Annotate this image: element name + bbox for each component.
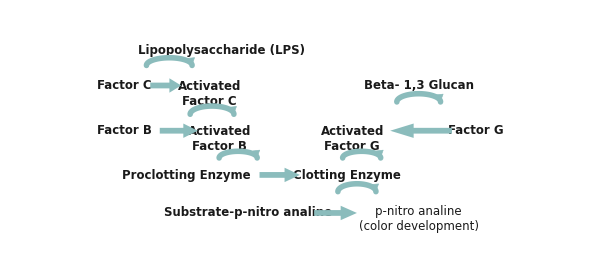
Text: Activated
Factor B: Activated Factor B xyxy=(188,125,251,153)
Text: Clotting Enzyme: Clotting Enzyme xyxy=(294,170,402,182)
Text: Lipopolysaccharide (LPS): Lipopolysaccharide (LPS) xyxy=(139,44,305,57)
FancyArrow shape xyxy=(259,168,300,182)
Text: Activated
Factor G: Activated Factor G xyxy=(321,125,384,153)
Text: Factor B: Factor B xyxy=(97,124,151,137)
FancyArrow shape xyxy=(390,124,452,138)
Text: Factor G: Factor G xyxy=(448,124,503,137)
Text: Proclotting Enzyme: Proclotting Enzyme xyxy=(121,170,250,182)
Text: Beta- 1,3 Glucan: Beta- 1,3 Glucan xyxy=(364,79,474,92)
Text: Factor C: Factor C xyxy=(97,79,151,92)
FancyArrow shape xyxy=(314,206,357,220)
Text: Substrate-p-nitro analine: Substrate-p-nitro analine xyxy=(164,206,332,219)
Text: p-nitro analine
(color development): p-nitro analine (color development) xyxy=(359,205,479,233)
FancyArrow shape xyxy=(160,124,198,138)
Text: Activated
Factor C: Activated Factor C xyxy=(178,80,242,108)
FancyArrow shape xyxy=(150,78,181,93)
